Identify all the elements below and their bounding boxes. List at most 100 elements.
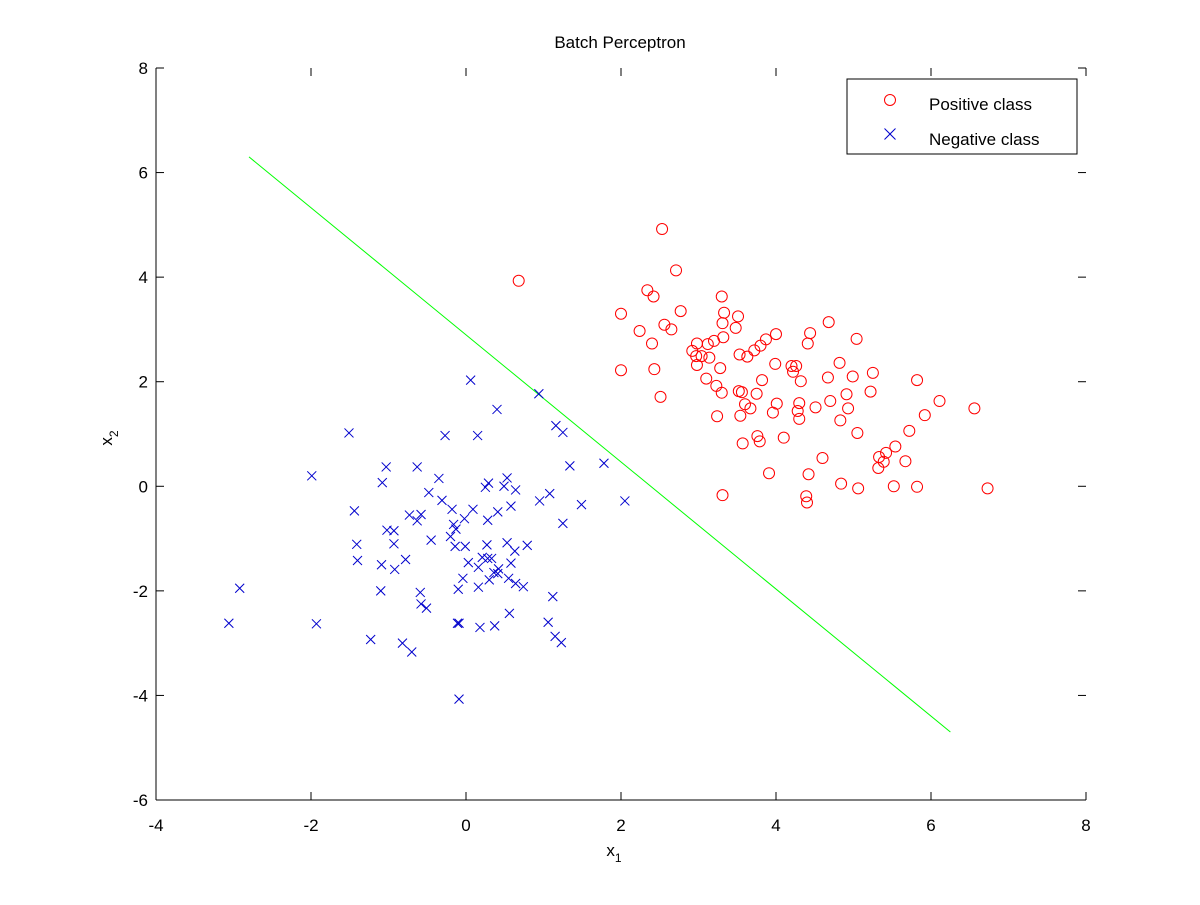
positive-point bbox=[674, 305, 687, 318]
positive-point bbox=[734, 409, 747, 422]
x-tick-label: 6 bbox=[926, 816, 935, 835]
negative-point bbox=[434, 473, 444, 484]
negative-point bbox=[473, 582, 484, 593]
positive-point bbox=[851, 426, 864, 439]
negative-point bbox=[472, 430, 483, 441]
negative-point bbox=[510, 485, 521, 495]
positive-point bbox=[714, 362, 727, 375]
x-tick-label: 0 bbox=[461, 816, 470, 835]
negative-point bbox=[352, 555, 363, 566]
negative-point bbox=[412, 462, 423, 472]
negative-point bbox=[404, 510, 415, 520]
legend-box bbox=[846, 78, 1078, 155]
negative-point bbox=[306, 470, 317, 481]
positive-point bbox=[822, 316, 835, 329]
positive-point bbox=[809, 401, 822, 414]
positive-point bbox=[701, 338, 714, 351]
y-tick-label: -4 bbox=[133, 686, 148, 705]
positive-point bbox=[850, 332, 863, 345]
positive-point bbox=[918, 409, 931, 422]
y-tick-label: 4 bbox=[139, 268, 148, 287]
negative-point bbox=[351, 539, 362, 550]
y-axis-label-subscript: 2 bbox=[107, 430, 121, 437]
positive-point bbox=[729, 321, 742, 334]
negative-point bbox=[412, 515, 423, 526]
positive-point bbox=[911, 480, 924, 493]
positive-point bbox=[887, 480, 900, 493]
negative-point bbox=[349, 506, 360, 516]
y-tick-label: 8 bbox=[139, 59, 148, 78]
positive-point bbox=[770, 328, 782, 341]
negative-point bbox=[426, 535, 436, 545]
negative-point bbox=[458, 573, 468, 584]
y-axis-label-base: x bbox=[97, 437, 116, 446]
positive-point bbox=[846, 370, 859, 383]
x-axis-label: x1 bbox=[606, 841, 622, 865]
positive-point bbox=[748, 344, 761, 357]
y-ticks: -6 -4 -2 0 2 4 6 8 bbox=[133, 59, 1086, 810]
positive-point bbox=[615, 307, 627, 320]
positive-point bbox=[656, 223, 669, 236]
positive-point bbox=[769, 357, 782, 370]
negative-point bbox=[406, 647, 417, 657]
negative-point bbox=[522, 540, 533, 551]
positive-point bbox=[715, 290, 728, 303]
positive-point bbox=[880, 446, 893, 459]
positive-point bbox=[889, 440, 902, 453]
positive-point bbox=[835, 477, 848, 490]
negative-point bbox=[454, 618, 464, 629]
positive-point bbox=[933, 395, 946, 408]
positive-point bbox=[703, 351, 716, 364]
legend-label-positive: Positive class bbox=[929, 95, 1032, 114]
plot-area bbox=[156, 68, 1086, 800]
positive-point bbox=[911, 374, 924, 387]
negative-point bbox=[492, 404, 502, 415]
legend-marker-positive bbox=[884, 94, 896, 106]
negative-point bbox=[503, 573, 514, 584]
positive-point bbox=[777, 431, 790, 444]
positive-point bbox=[790, 360, 803, 373]
negative-point bbox=[534, 496, 545, 506]
negative-point bbox=[543, 617, 554, 628]
negative-point bbox=[389, 538, 399, 549]
negative-point bbox=[533, 388, 544, 399]
legend-label-negative: Negative class bbox=[929, 130, 1040, 149]
positive-point bbox=[744, 402, 757, 415]
positive-point bbox=[735, 386, 748, 399]
x-axis-label-subscript: 1 bbox=[615, 851, 622, 865]
positive-point bbox=[816, 452, 829, 465]
x-tick-label: 2 bbox=[616, 816, 625, 835]
positive-point bbox=[903, 424, 916, 437]
negative-point bbox=[492, 507, 503, 517]
positive-point bbox=[834, 414, 847, 427]
negative-point bbox=[499, 481, 509, 492]
positive-point bbox=[763, 467, 776, 480]
positive-point bbox=[821, 371, 834, 384]
positive-point bbox=[759, 333, 772, 346]
negative-point bbox=[482, 539, 492, 550]
data-points-layer bbox=[223, 223, 994, 704]
x-tick-label: -2 bbox=[303, 816, 318, 835]
negative-point bbox=[234, 583, 245, 594]
negative-point bbox=[415, 587, 426, 598]
legend-marker-negative bbox=[884, 128, 896, 140]
positive-point bbox=[646, 337, 658, 350]
negative-point bbox=[506, 558, 516, 568]
negative-point bbox=[445, 531, 456, 542]
y-tick-label: -6 bbox=[133, 791, 148, 810]
positive-point bbox=[711, 410, 724, 423]
positive-point bbox=[715, 386, 728, 399]
negative-point bbox=[311, 618, 322, 629]
negative-point bbox=[377, 477, 388, 488]
y-tick-label: -2 bbox=[133, 582, 148, 601]
positive-point bbox=[750, 387, 763, 400]
decision-boundary-layer bbox=[248, 156, 951, 733]
y-tick-label: 6 bbox=[139, 164, 148, 183]
negative-point bbox=[463, 557, 474, 568]
x-tick-label: -4 bbox=[148, 816, 163, 835]
negative-point bbox=[482, 553, 493, 564]
negative-point bbox=[381, 462, 392, 472]
